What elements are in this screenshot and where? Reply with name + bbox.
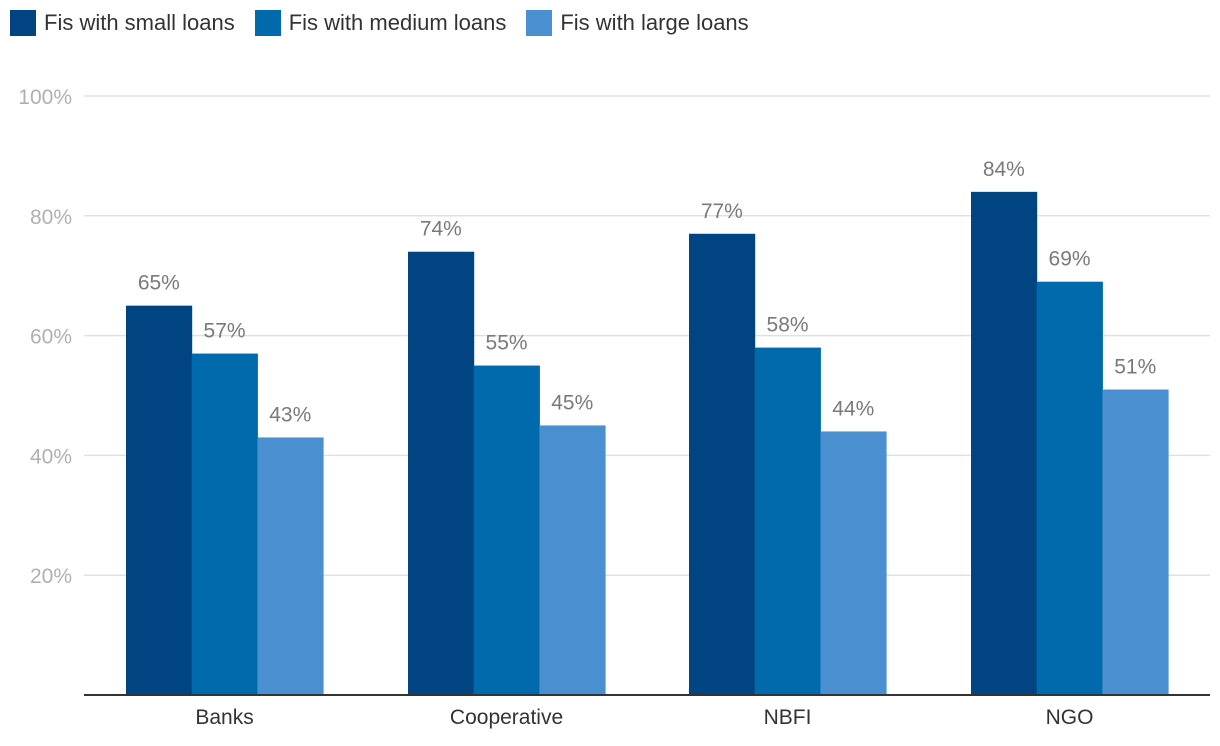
- legend-label-medium-loans: Fis with medium loans: [288, 10, 507, 35]
- x-tick-label-cooperative: Cooperative: [450, 706, 563, 729]
- data-label-ngo-fis-with-large-loans: 51%: [1114, 356, 1156, 379]
- bar-nbfi-fis-with-small-loans: [689, 233, 756, 695]
- bar-banks-fis-with-small-loans: [126, 305, 193, 695]
- data-label-nbfi-fis-with-medium-loans: 58%: [767, 314, 809, 337]
- data-label-ngo-fis-with-small-loans: 84%: [983, 158, 1025, 181]
- bar-ngo-fis-with-medium-loans: [1036, 281, 1103, 695]
- data-label-banks-fis-with-large-loans: 43%: [269, 403, 311, 426]
- y-tick-label-100: 100%: [18, 86, 72, 109]
- y-tick-label-40: 40%: [30, 445, 72, 468]
- bar-cooperative-fis-with-large-loans: [539, 425, 606, 695]
- legend-item-large-loans[interactable]: Fis with large loans: [526, 10, 749, 36]
- bar-banks-fis-with-medium-loans: [191, 353, 258, 695]
- x-tick-label-ngo: NGO: [1046, 706, 1094, 729]
- bar-ngo-fis-with-small-loans: [971, 191, 1038, 695]
- legend: Fis with small loans Fis with medium loa…: [10, 10, 769, 36]
- data-label-ngo-fis-with-medium-loans: 69%: [1049, 248, 1091, 271]
- bar-nbfi-fis-with-medium-loans: [754, 347, 821, 695]
- y-tick-label-80: 80%: [30, 206, 72, 229]
- data-label-banks-fis-with-medium-loans: 57%: [204, 320, 246, 343]
- bar-ngo-fis-with-large-loans: [1102, 389, 1169, 695]
- data-label-nbfi-fis-with-small-loans: 77%: [701, 200, 743, 223]
- bar-banks-fis-with-large-loans: [257, 437, 324, 695]
- legend-label-large-loans: Fis with large loans: [560, 10, 749, 35]
- data-label-nbfi-fis-with-large-loans: 44%: [832, 397, 874, 420]
- legend-swatch-large-loans: [526, 10, 553, 36]
- legend-item-small-loans[interactable]: Fis with small loans: [10, 10, 235, 36]
- y-tick-label-60: 60%: [30, 326, 72, 349]
- data-label-banks-fis-with-small-loans: 65%: [138, 272, 180, 295]
- data-label-cooperative-fis-with-small-loans: 74%: [420, 218, 462, 241]
- bar-cooperative-fis-with-medium-loans: [473, 365, 540, 695]
- data-label-cooperative-fis-with-large-loans: 45%: [551, 391, 593, 414]
- legend-item-medium-loans[interactable]: Fis with medium loans: [254, 10, 507, 36]
- legend-swatch-medium-loans: [254, 10, 281, 36]
- data-label-cooperative-fis-with-medium-loans: 55%: [486, 332, 528, 355]
- legend-label-small-loans: Fis with small loans: [44, 10, 235, 35]
- bar-nbfi-fis-with-large-loans: [820, 431, 887, 695]
- x-tick-label-nbfi: NBFI: [764, 706, 812, 729]
- legend-swatch-small-loans: [10, 10, 36, 36]
- bar-cooperative-fis-with-small-loans: [408, 251, 475, 696]
- y-tick-label-20: 20%: [30, 565, 72, 588]
- x-tick-label-banks: Banks: [195, 706, 253, 729]
